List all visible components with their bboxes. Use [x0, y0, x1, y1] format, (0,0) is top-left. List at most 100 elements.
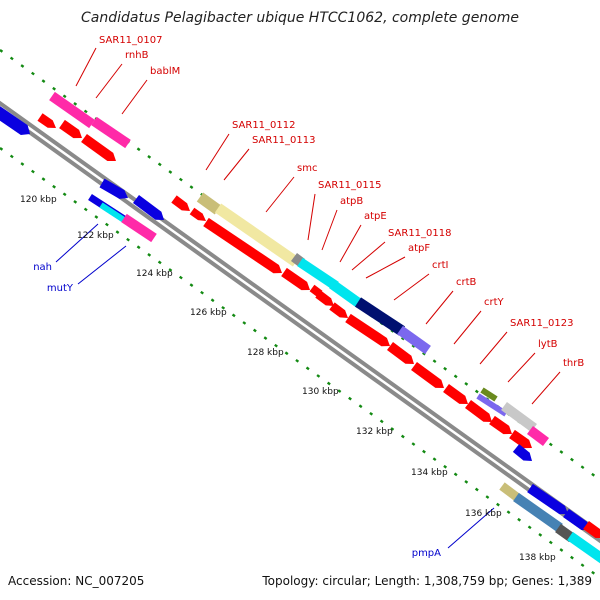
- gene-feature[interactable]: [329, 279, 363, 309]
- gene-feature[interactable]: [476, 393, 508, 417]
- gene-feature[interactable]: [329, 302, 348, 318]
- gene-feature[interactable]: [121, 213, 157, 243]
- gene-feature[interactable]: [315, 290, 334, 306]
- gene-label-sar11-0107[interactable]: SAR11_0107: [99, 35, 163, 46]
- leader-line: [507, 352, 536, 383]
- gene-label-atpe[interactable]: atpE: [364, 211, 387, 222]
- gene-feature[interactable]: [91, 116, 131, 149]
- gene-feature[interactable]: [480, 387, 498, 402]
- guide-dot: [94, 215, 99, 219]
- gene-feature[interactable]: [0, 105, 30, 135]
- leader-line: [121, 79, 148, 115]
- gene-label-bablm[interactable]: bablM: [150, 66, 180, 77]
- gene-feature[interactable]: [512, 444, 532, 461]
- guide-dot: [517, 517, 522, 522]
- guide-dot: [147, 252, 152, 257]
- gene-label-atpf[interactable]: atpF: [408, 243, 430, 254]
- leader-line: [365, 256, 406, 279]
- kbp-tick-labels: 120 kbp 122 kbp 124 kbp 126 kbp 128 kbp 130 k…: [20, 195, 556, 563]
- gene-feature[interactable]: [465, 400, 492, 422]
- guide-dot: [443, 464, 448, 469]
- gene-label-sar11-0123[interactable]: SAR11_0123: [510, 318, 574, 329]
- guide-dot: [274, 343, 278, 348]
- gene-label-crty[interactable]: crtY: [484, 297, 505, 308]
- gene-feature[interactable]: [411, 361, 444, 388]
- guide-dot: [73, 102, 78, 106]
- gene-feature[interactable]: [99, 178, 128, 199]
- gene-feature[interactable]: [81, 133, 116, 161]
- guide-dot: [189, 185, 194, 189]
- guide-dot: [41, 79, 46, 83]
- gene-feature[interactable]: [203, 217, 282, 274]
- guide-dot: [0, 49, 4, 53]
- gene-label-sar11-0113[interactable]: SAR11_0113: [252, 135, 316, 146]
- gene-feature[interactable]: [37, 113, 56, 128]
- gene-label-muty[interactable]: mutY: [47, 283, 74, 294]
- gene-label-sar11-0118[interactable]: SAR11_0118: [388, 228, 452, 239]
- gene-feature[interactable]: [99, 202, 126, 223]
- gene-feature[interactable]: [513, 492, 563, 533]
- gene-label-atpb[interactable]: atpB: [340, 196, 363, 207]
- guide-dot: [506, 510, 511, 515]
- guide-dot: [52, 86, 56, 91]
- guide-dot: [559, 548, 564, 552]
- gene-feature[interactable]: [345, 313, 390, 347]
- leader-line: [425, 290, 454, 325]
- guide-dot: [411, 442, 416, 446]
- guide-dot: [115, 230, 120, 234]
- kbp-tick-128-kbp: 128 kbp: [247, 348, 284, 358]
- gene-feature[interactable]: [501, 401, 537, 433]
- gene-feature[interactable]: [527, 483, 568, 515]
- gene-feature[interactable]: [567, 531, 600, 564]
- topology-text: Topology: circular; Length: 1,308,759 bp…: [261, 574, 592, 588]
- gene-feature[interactable]: [59, 119, 82, 139]
- gene-label-rnhb[interactable]: rnhB: [125, 50, 149, 61]
- guide-dot: [52, 184, 56, 189]
- gene-feature[interactable]: [214, 203, 300, 267]
- gene-feature[interactable]: [49, 91, 95, 129]
- guide-dot: [464, 382, 469, 386]
- kbp-tick-134-kbp: 134 kbp: [411, 468, 448, 478]
- gene-feature[interactable]: [196, 192, 222, 215]
- gene-feature[interactable]: [443, 383, 468, 404]
- gene-feature[interactable]: [397, 325, 431, 355]
- gene-feature[interactable]: [133, 195, 164, 220]
- guide-dot: [62, 94, 67, 99]
- guide-dot: [591, 472, 596, 477]
- gene-feature[interactable]: [509, 429, 532, 449]
- gene-feature[interactable]: [489, 415, 512, 435]
- gene-label-crtb[interactable]: crtB: [456, 277, 477, 288]
- gene-feature[interactable]: [583, 520, 600, 538]
- gene-feature[interactable]: [189, 207, 206, 221]
- leader-line: [265, 176, 295, 213]
- kbp-tick-126-kbp: 126 kbp: [190, 308, 227, 318]
- kbp-tick-124-kbp: 124 kbp: [136, 269, 173, 279]
- gene-label-crti[interactable]: crtI: [432, 260, 448, 271]
- guide-dot: [432, 457, 437, 462]
- guide-dot: [326, 381, 331, 386]
- guide-dot: [591, 570, 596, 575]
- gene-label-smc[interactable]: smc: [297, 163, 317, 174]
- guide-dot: [231, 313, 236, 318]
- gene-label-thrb[interactable]: thrB: [563, 358, 584, 369]
- gene-feature[interactable]: [281, 267, 310, 291]
- gene-label-lytb[interactable]: lytB: [538, 339, 558, 350]
- gene-feature[interactable]: [527, 426, 549, 446]
- gene-feature[interactable]: [297, 257, 339, 291]
- guide-dot: [157, 162, 162, 167]
- gene-label-nah[interactable]: nah: [33, 262, 52, 273]
- gene-label-sar11-0115[interactable]: SAR11_0115: [318, 180, 382, 191]
- leader-line: [77, 245, 127, 285]
- gene-label-pmpa[interactable]: pmpA: [412, 548, 441, 559]
- gene-feature[interactable]: [354, 297, 406, 336]
- guide-dot: [485, 495, 490, 499]
- leader-line: [75, 47, 97, 87]
- gene-feature[interactable]: [499, 482, 521, 502]
- gene-label-sar11-0112[interactable]: SAR11_0112: [232, 120, 296, 131]
- gene-feature[interactable]: [563, 508, 590, 531]
- guide-dot: [31, 169, 35, 174]
- gene-feature[interactable]: [387, 342, 414, 364]
- gene-feature[interactable]: [171, 195, 190, 211]
- leader-line: [307, 193, 316, 241]
